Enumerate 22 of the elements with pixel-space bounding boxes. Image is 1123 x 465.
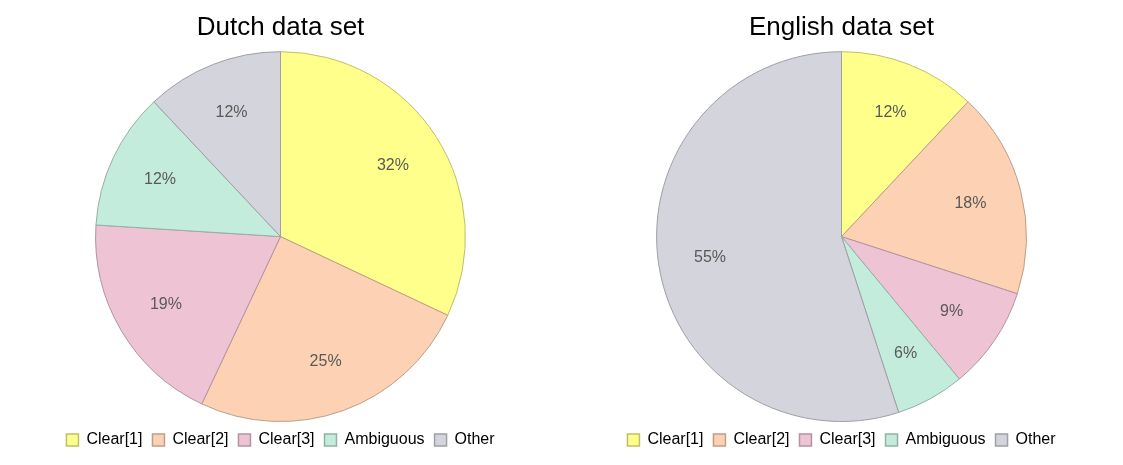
legend-label: Clear[1] bbox=[86, 430, 143, 448]
data-label: 9% bbox=[940, 301, 964, 319]
data-label: 12% bbox=[215, 103, 248, 121]
legend-label: Clear[2] bbox=[733, 430, 790, 448]
legend-label: Ambiguous bbox=[344, 430, 425, 448]
legend-label: Other bbox=[454, 430, 496, 448]
data-label: 19% bbox=[149, 294, 182, 312]
legend-label: Clear[1] bbox=[647, 430, 704, 448]
data-label: 12% bbox=[144, 170, 177, 188]
chart-title: Dutch data set bbox=[196, 10, 366, 41]
legend-label: Clear[2] bbox=[172, 430, 229, 448]
data-label: 25% bbox=[309, 352, 342, 370]
legend-label: Clear[3] bbox=[258, 430, 315, 448]
legend-label: Other bbox=[1015, 430, 1057, 448]
data-label: 55% bbox=[694, 247, 727, 265]
data-label: 32% bbox=[376, 155, 409, 173]
legend-label: Ambiguous bbox=[905, 430, 986, 448]
data-label: 12% bbox=[874, 103, 907, 121]
chart-title: English data set bbox=[748, 10, 935, 41]
data-label: 6% bbox=[894, 343, 918, 361]
data-label: 18% bbox=[954, 193, 987, 211]
legend-label: Clear[3] bbox=[819, 430, 876, 448]
